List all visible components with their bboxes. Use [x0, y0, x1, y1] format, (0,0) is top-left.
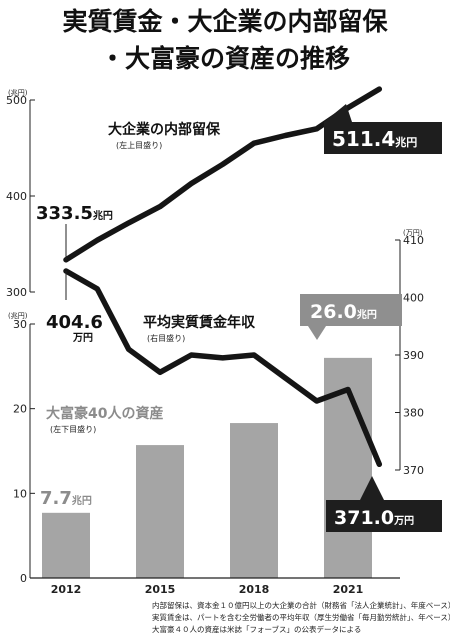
wage-end-callout: 371.0万円 [326, 476, 442, 532]
svg-text:26.0兆円: 26.0兆円 [310, 301, 377, 323]
asset-bar [136, 445, 184, 578]
retained-ytick: 400 [6, 190, 27, 203]
wage-ytick: 370 [403, 464, 424, 477]
svg-text:万円: 万円 [72, 332, 93, 344]
svg-text:333.5兆円: 333.5兆円 [36, 203, 113, 224]
wage-label: 平均実質賃金年収 [143, 314, 256, 331]
axes-group: 300400500(兆円)0102030(兆円)370380390400410(… [6, 88, 424, 585]
x-tick-label: 2015 [145, 583, 176, 596]
note-2: 実質賃金は、パートを含む全労働者の平均年収（厚生労働省「毎月勤労統計」、年ベース… [152, 612, 450, 622]
svg-text:404.6: 404.6 [46, 312, 103, 333]
retained-earnings-line [63, 86, 383, 263]
retained-ytick: 500 [6, 94, 27, 107]
assets-ytick: 30 [13, 318, 27, 331]
asset-bar [42, 512, 90, 578]
x-tick-label: 2012 [51, 583, 82, 596]
wage-start-value: 404.6 万円 [46, 312, 103, 344]
wage-ytick: 390 [403, 349, 424, 362]
bars-group: 2012 2015 2018 2021 [42, 357, 372, 596]
x-tick-label: 2018 [239, 583, 270, 596]
retained-end-callout: 511.4兆円 [324, 104, 442, 154]
assets-ytick: 20 [13, 403, 27, 416]
assets-unit: (兆円) [8, 311, 28, 320]
assets-subtitle: (左下目盛り) [50, 424, 96, 434]
wage-unit: (万円) [403, 229, 423, 237]
retained-start-value: 333.5兆円 [36, 203, 113, 224]
wage-ytick: 410 [403, 234, 424, 247]
title-line1: 実質賃金・大企業の内部留保 [62, 7, 388, 36]
wage-subtitle: (右目盛り) [147, 333, 185, 343]
assets-label: 大富豪40人の資産 [46, 405, 163, 422]
svg-text:511.4兆円: 511.4兆円 [332, 127, 417, 151]
assets-last-callout: 26.0兆円 [300, 294, 402, 340]
retained-unit: (兆円) [8, 88, 28, 97]
note-1: 内部留保は、資本金１０億円以上の大企業の合計（財務省「法人企業統計」、年度ベース… [152, 600, 450, 610]
assets-ytick: 0 [20, 572, 27, 585]
x-tick-label: 2021 [333, 583, 364, 596]
svg-text:7.7兆円: 7.7兆円 [40, 488, 92, 509]
svg-text:371.0万円: 371.0万円 [334, 507, 414, 529]
wage-ytick: 400 [403, 292, 424, 305]
retained-earnings-subtitle: (左上目盛り) [116, 140, 162, 150]
assets-ytick: 10 [13, 487, 27, 500]
note-3: 大富豪４０人の資産は米誌「フォーブス」の公表データによる [152, 624, 361, 634]
retained-earnings-label: 大企業の内部留保 [108, 121, 221, 138]
title-line2: ・大富豪の資産の推移 [100, 44, 350, 73]
retained-ytick: 300 [6, 286, 27, 299]
assets-first-value: 7.7兆円 [40, 488, 92, 509]
asset-bar [230, 423, 278, 578]
wage-ytick: 380 [403, 407, 424, 420]
